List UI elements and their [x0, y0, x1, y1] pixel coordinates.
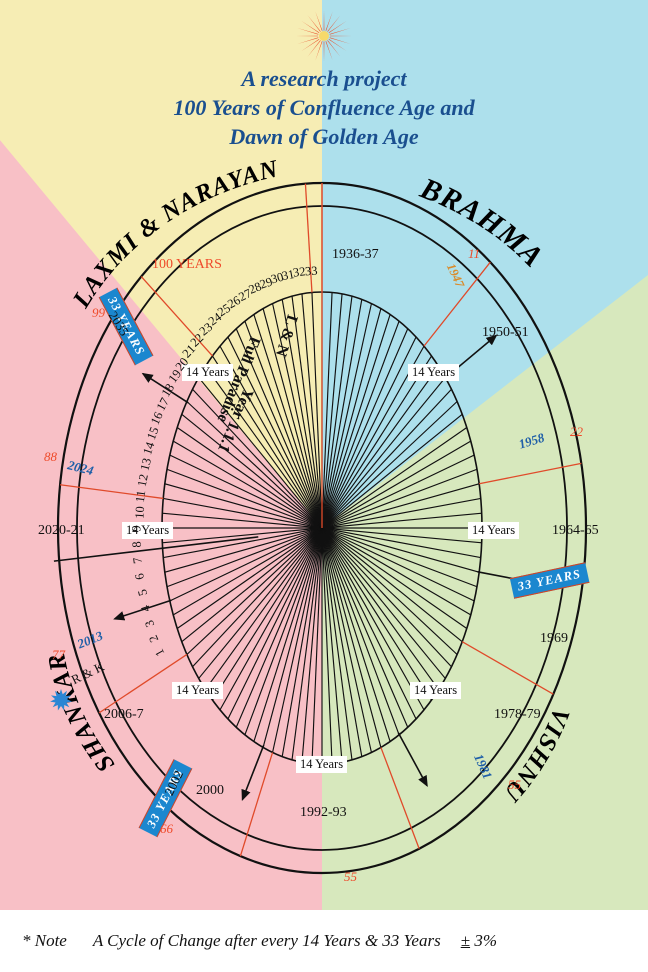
- deity-label-brahma: BRAHMA: [415, 171, 550, 274]
- ring-number: 33: [304, 263, 318, 278]
- quadrant-yellow: [0, 0, 322, 528]
- years-box-left: 14 Years: [122, 522, 174, 539]
- years-box-bottom: 14 Years: [296, 756, 348, 773]
- years-box-right: 14 Years: [468, 522, 520, 539]
- title-line-2: 100 Years of Confluence Age and: [173, 95, 475, 121]
- milestone-2013-count: 77: [52, 647, 65, 662]
- ring-number: 11: [133, 489, 149, 503]
- ring-number: 9: [129, 525, 144, 532]
- timeline-wheel: [53, 181, 588, 875]
- note-tolerance-sign: ±: [460, 931, 471, 950]
- milestone-2035-count: 99: [92, 305, 105, 320]
- milestone-1978-label: 1978-79: [494, 707, 541, 722]
- title-line-3: Dawn of Golden Age: [229, 124, 419, 150]
- milestone-1992-label: 1992-93: [300, 805, 347, 820]
- milestone-1981-count: 55: [508, 777, 521, 792]
- ring-number: 8: [129, 541, 145, 549]
- sunburst-logo: [296, 10, 352, 62]
- note-text: A Cycle of Change after every 14 Years &…: [92, 931, 441, 950]
- milestone-1964-label: 1964-65: [552, 523, 599, 538]
- milestone-2000-label: 2000: [196, 783, 224, 798]
- years-box-bottom-left: 14 Years: [172, 682, 224, 699]
- milestone-1947-count: 11: [468, 246, 481, 261]
- hundred-years-label: 100 YEARS: [152, 257, 222, 272]
- milestone-1969-label: 1969: [540, 631, 568, 646]
- milestone-2024-count: 88: [44, 449, 57, 464]
- milestone-2002-count: 66: [160, 821, 173, 836]
- years-box-top-right: 14 Years: [408, 364, 460, 381]
- milestone-1958-count: 22: [570, 424, 583, 439]
- note-tolerance: 3%: [474, 931, 497, 950]
- deity-label-layer: LAXMI & NARAYAN BRAHMA VISHNU SHANKAR: [43, 155, 574, 807]
- note-star: * Note: [22, 931, 67, 950]
- ring-number: 12: [134, 472, 152, 488]
- title-line-1: A research project: [241, 66, 407, 91]
- years-box-bottom-right: 14 Years: [410, 682, 462, 699]
- footer-note: * Note A Cycle of Change after every 14 Y…: [0, 910, 648, 972]
- milestone-1936-label: 1936-37: [332, 247, 379, 262]
- milestone-2006-label: 2006-7: [104, 707, 144, 722]
- milestone-1992-count: 55: [344, 869, 357, 884]
- milestone-2020-label: 2020-21: [38, 523, 85, 538]
- ring-number: 10: [132, 505, 148, 519]
- milestone-1950-label: 1950-51: [482, 325, 529, 340]
- page-title: A research project 100 Years of Confluen…: [0, 64, 648, 151]
- years-box-top-left: 14 Years: [182, 364, 234, 381]
- star-icon: [50, 689, 72, 711]
